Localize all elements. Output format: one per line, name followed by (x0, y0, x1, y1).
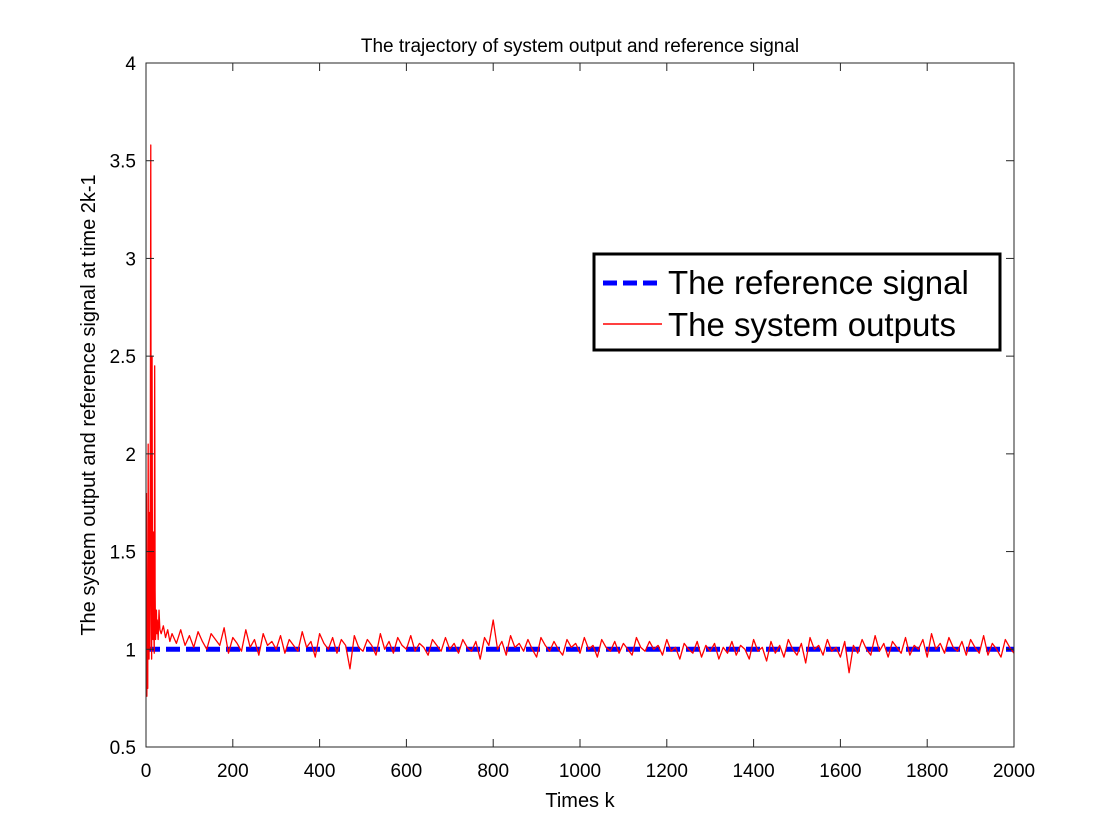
x-tick-label: 800 (477, 761, 509, 782)
chart-title: The trajectory of system output and refe… (361, 36, 799, 57)
y-tick-label: 1.5 (110, 543, 136, 564)
y-tick-label: 2.5 (110, 347, 136, 368)
x-tick-label: 0 (141, 761, 152, 782)
y-tick-label: 0.5 (110, 738, 136, 759)
legend-reference-label: The reference signal (668, 264, 969, 301)
x-tick-label: 200 (217, 761, 249, 782)
x-axis-label: Times k (545, 790, 615, 812)
legend: The reference signal The system outputs (592, 252, 1002, 352)
y-axis-label: The system output and reference signal a… (78, 174, 100, 635)
x-tick-label: 1400 (732, 761, 774, 782)
system-output-line (145, 144, 1015, 697)
x-tick-label: 1600 (819, 761, 861, 782)
y-tick-label: 2 (125, 445, 136, 466)
x-tick-label: 1800 (906, 761, 948, 782)
y-tick-label: 4 (125, 54, 136, 75)
y-tick-label: 3.5 (110, 152, 136, 173)
plot-area (145, 63, 1015, 747)
legend-output-label: The system outputs (668, 306, 956, 343)
x-tick-label: 400 (304, 761, 336, 782)
series-layer (145, 144, 1015, 697)
legend-box (592, 252, 1002, 352)
x-tick-label: 600 (391, 761, 423, 782)
ticks-layer: 0 200 400 600 800 1000 1200 1400 1600 1800 2000 0.5… (110, 54, 1036, 782)
x-tick-label: 1200 (646, 761, 688, 782)
x-tick-label: 1000 (559, 761, 601, 782)
y-tick-label: 1 (125, 640, 136, 661)
plot-background (146, 63, 1014, 747)
x-tick-label: 2000 (993, 761, 1035, 782)
plot-border (145, 62, 1015, 748)
y-tick-label: 3 (125, 249, 136, 270)
